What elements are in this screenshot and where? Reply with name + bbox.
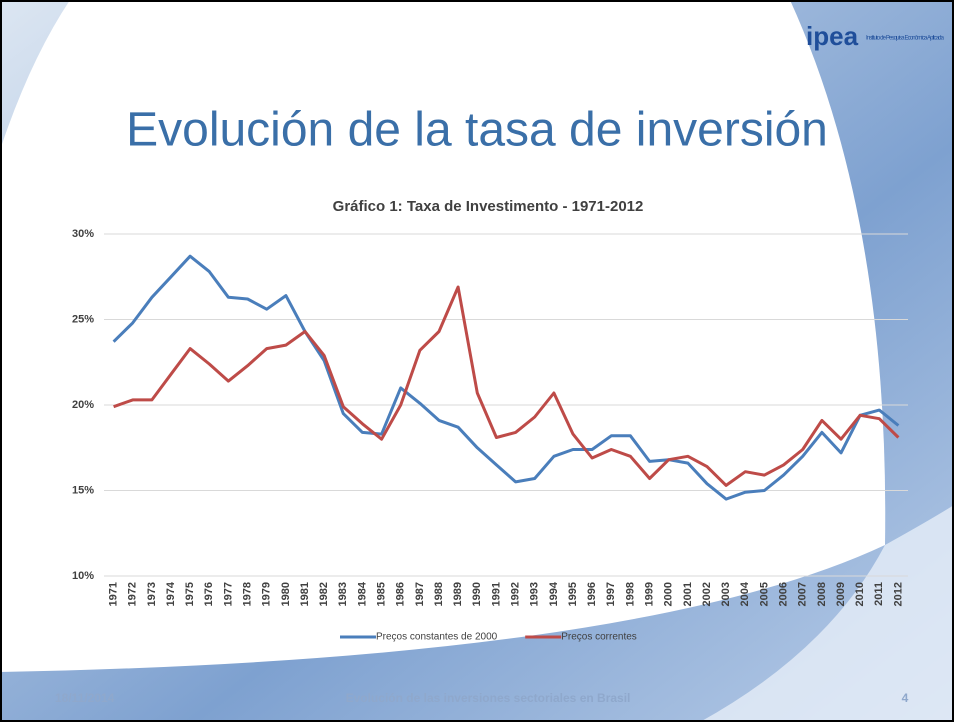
x-tick-label: 1981 (299, 582, 311, 606)
swoosh (700, 505, 954, 722)
x-tick-label: 2005 (758, 582, 770, 606)
slide-panel (0, 0, 885, 672)
x-tick-label: 1978 (241, 582, 253, 606)
logo: ipea (806, 21, 859, 51)
x-tick-label: 1977 (222, 582, 234, 606)
x-tick-label: 2008 (816, 582, 828, 606)
x-tick-label: 2012 (892, 582, 904, 606)
x-tick-label: 2007 (797, 582, 809, 606)
x-tick-label: 1973 (146, 582, 158, 606)
x-tick-label: 2001 (682, 582, 694, 606)
x-tick-label: 1975 (184, 582, 196, 606)
page-number: 4 (902, 691, 909, 705)
series-line (112, 254, 900, 501)
legend-label: Preços constantes de 2000 (376, 632, 498, 643)
x-tick-label: 1971 (107, 582, 119, 606)
x-tick-label: 1976 (203, 582, 215, 606)
x-tick-label: 1988 (433, 582, 445, 606)
y-tick-label: 20% (72, 399, 94, 411)
x-tick-label: 1998 (624, 582, 636, 606)
series-line (113, 285, 900, 487)
x-tick-label: 1974 (165, 581, 177, 606)
x-tick-label: 1985 (375, 582, 387, 606)
x-tick-label: 1984 (356, 581, 368, 606)
x-tick-label: 2009 (835, 582, 847, 606)
legend-label: Preços correntes (561, 632, 637, 643)
x-tick-label: 2003 (720, 582, 732, 606)
x-tick-label: 1989 (452, 582, 464, 606)
x-tick-label: 1996 (586, 582, 598, 606)
x-tick-label: 1991 (490, 582, 502, 606)
x-tick-label: 1992 (509, 582, 521, 606)
x-tick-label: 2000 (663, 582, 675, 606)
x-tick-label: 1982 (318, 582, 330, 606)
x-tick-label: 1997 (605, 582, 617, 606)
y-tick-label: 10% (72, 570, 94, 582)
x-tick-label: 2006 (777, 582, 789, 606)
y-tick-label: 30% (72, 228, 94, 240)
slide-title: Evolución de la tasa de inversión (126, 104, 828, 157)
footer-text: Evolución de las inversiones sectoriales… (346, 691, 631, 705)
y-tick-label: 25% (72, 313, 94, 325)
y-tick-label: 15% (72, 484, 94, 496)
x-tick-label: 1980 (280, 582, 292, 606)
x-tick-label: 2004 (739, 581, 751, 606)
x-tick-label: 1983 (337, 582, 349, 606)
x-tick-label: 1999 (643, 582, 655, 606)
logo-subtitle: Instituto de Pesquisa Econômica Aplicada (866, 36, 945, 42)
x-tick-label: 2002 (701, 582, 713, 606)
x-tick-label: 2010 (854, 582, 866, 606)
x-tick-label: 1994 (548, 581, 560, 606)
x-tick-label: 1979 (261, 582, 273, 606)
x-tick-label: 2011 (873, 582, 885, 606)
x-tick-label: 1972 (127, 582, 139, 606)
x-tick-label: 1990 (471, 582, 483, 606)
x-tick-label: 1986 (395, 582, 407, 606)
x-tick-label: 1995 (567, 582, 579, 606)
footer-date: 18/11/2014 (55, 691, 115, 705)
chart-title: Gráfico 1: Taxa de Investimento - 1971-2… (333, 198, 644, 215)
x-tick-label: 1993 (529, 582, 541, 606)
x-tick-label: 1987 (414, 582, 426, 606)
